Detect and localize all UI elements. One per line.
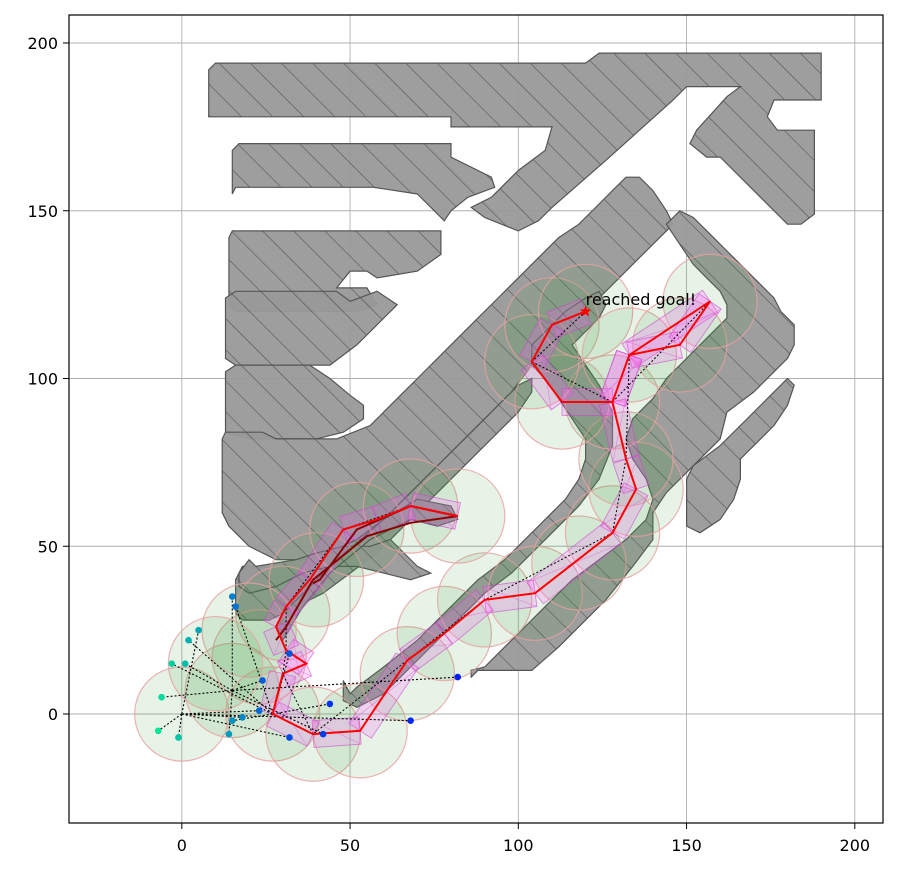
tree-edge — [612, 300, 711, 403]
tree-point — [319, 730, 327, 738]
tree-point — [286, 734, 293, 741]
dark-path — [275, 504, 458, 641]
solution-path — [271, 300, 711, 736]
disk — [211, 609, 307, 705]
goal-marker — [579, 305, 592, 317]
tree-point — [228, 593, 236, 600]
x-tick-label: 100 — [503, 836, 534, 855]
tree-edge — [272, 653, 291, 715]
tree-point — [239, 714, 246, 721]
tree-point — [326, 700, 334, 708]
tree-edge — [181, 710, 260, 715]
tree-point — [255, 707, 263, 714]
tree-point — [228, 717, 236, 725]
tree-edge — [232, 690, 324, 735]
x-tick-label: 0 — [177, 836, 187, 855]
tree-edge — [612, 458, 627, 533]
obstacle — [342, 290, 614, 708]
tree-layer — [157, 300, 711, 739]
tree-point — [286, 650, 293, 657]
ticks: 0 50 100 150 200 0 50 100 150 200 — [27, 34, 870, 855]
tree-point — [232, 603, 239, 610]
tree-edge — [531, 361, 613, 403]
tree-edge — [272, 703, 330, 715]
tree-edge — [232, 676, 458, 692]
tree-point — [225, 730, 233, 738]
tree-edge — [232, 679, 263, 692]
y-tick-label: 150 — [27, 202, 58, 221]
tree-edge — [171, 663, 273, 715]
tree-edge — [232, 713, 273, 722]
tree-point — [407, 717, 414, 725]
disk — [268, 532, 365, 628]
tree-point — [195, 626, 202, 634]
obstacle — [685, 377, 795, 534]
obstacle — [470, 210, 795, 679]
tree-point — [175, 734, 182, 741]
plot-frame — [68, 14, 884, 824]
tree-point — [185, 636, 192, 644]
plot-area — [134, 52, 822, 782]
goal-annotation: reached goal! — [586, 290, 697, 309]
tree-edge — [235, 606, 274, 715]
y-tick-label: 100 — [27, 370, 58, 389]
tree-point — [181, 660, 189, 667]
tree-edge — [484, 532, 613, 601]
tree-edge — [531, 311, 586, 363]
tree-point — [154, 727, 162, 735]
tree-edge — [157, 713, 183, 732]
tree-edge — [282, 673, 314, 735]
tree-edge — [188, 639, 274, 715]
x-tick-label: 200 — [840, 836, 871, 855]
path-layer — [271, 300, 711, 736]
x-tick-label: 150 — [671, 836, 702, 855]
tree-edge — [184, 663, 233, 691]
point-layer — [154, 305, 592, 741]
x-tick-label: 50 — [340, 836, 360, 855]
obstacle — [231, 143, 496, 222]
tree-edge — [625, 354, 630, 460]
tree-point — [158, 693, 165, 701]
y-tick-label: 50 — [38, 537, 58, 556]
y-tick-label: 0 — [48, 705, 58, 724]
tree-point — [454, 673, 462, 681]
tree-point — [259, 677, 266, 684]
tree-point — [168, 660, 176, 667]
obstacle — [208, 52, 822, 232]
y-tick-label: 200 — [27, 34, 58, 53]
obstacle-layer — [208, 52, 822, 708]
